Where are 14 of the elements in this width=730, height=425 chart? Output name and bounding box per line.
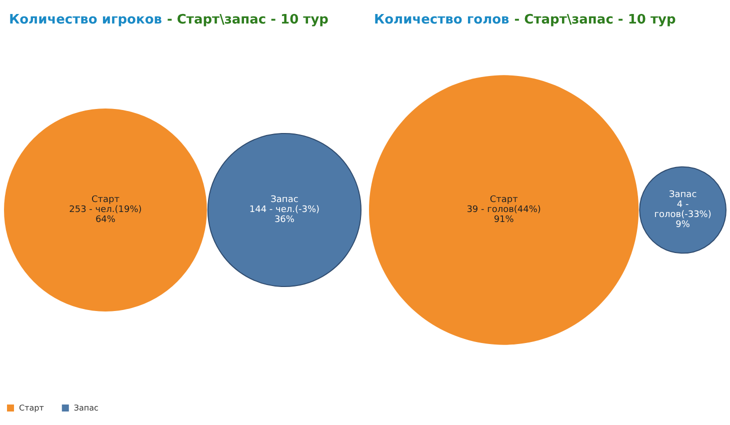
data-label: 39 - голов(44%) 91% <box>466 205 541 225</box>
text: Запас <box>270 195 298 205</box>
data-label: 4 - голов(-33%) 9% <box>654 200 712 230</box>
legend-label: Запас <box>74 404 98 412</box>
data-label: 144 - чел.(-3%) 36% <box>249 205 320 225</box>
text: Количество голов <box>374 12 510 28</box>
text: - Старт\запас - 10 тур <box>514 12 676 28</box>
series-label: Старт <box>490 195 518 205</box>
text: - Старт\запас - 10 тур <box>166 12 329 28</box>
data-label: 253 - чел.(19%) 64% <box>69 205 142 225</box>
series-label: Запас <box>669 190 697 200</box>
text: Старт <box>91 195 120 205</box>
text: Количество игроков <box>9 12 162 28</box>
legend-label: Старт <box>19 404 44 412</box>
